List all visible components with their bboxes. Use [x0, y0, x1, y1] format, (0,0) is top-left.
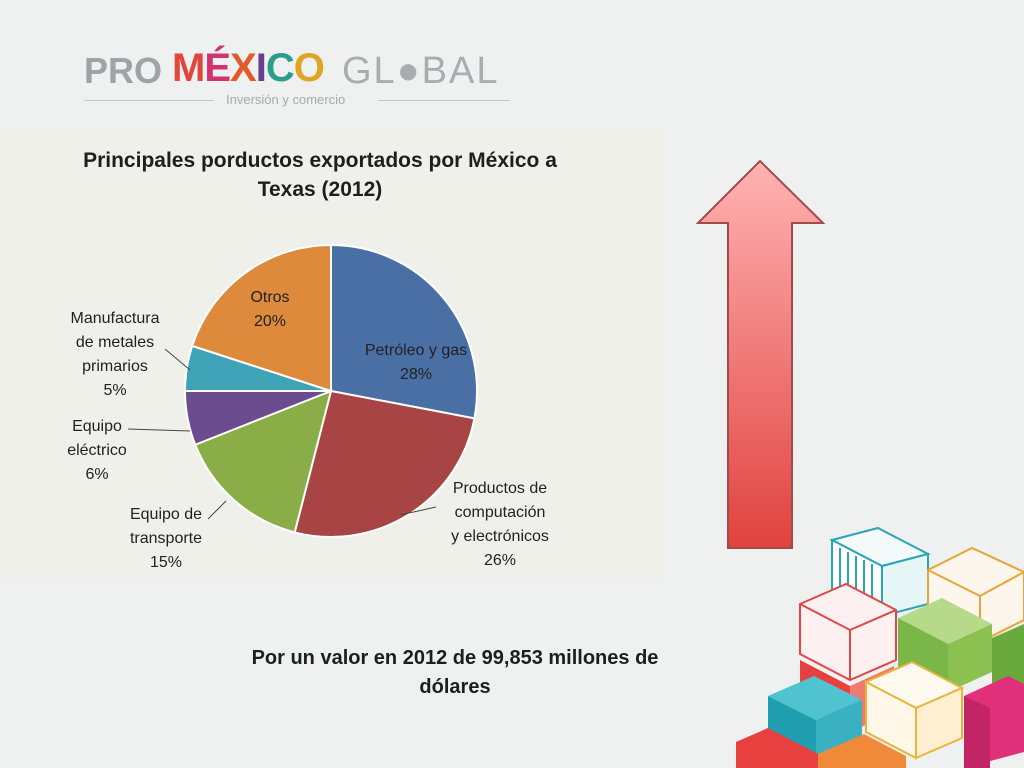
pie-slice-label: Productos de computación y electrónicos 26%: [451, 480, 549, 569]
pie-slice-name-line: Productos de: [453, 480, 547, 497]
pie-slice: [193, 389, 333, 534]
pie-slice: [293, 389, 476, 538]
container-bottom-red: [736, 728, 906, 768]
pie-leader-line: [164, 348, 191, 371]
pie-leader-line: [207, 500, 227, 520]
logo-rule-right: [378, 100, 510, 101]
pie-slice-label: Petróleo y gas 28%: [365, 342, 467, 383]
pie-slice-label: Manufactura de metales primarios 5%: [71, 310, 160, 399]
chart-title-line-2: Texas (2012): [257, 178, 383, 201]
logo-mexico-letter: I: [255, 46, 267, 90]
caption: Por un valor en 2012 de 99,853 millones …: [200, 644, 710, 702]
caption-line-1: Por un valor en 2012 de 99,853 millones …: [251, 647, 659, 669]
chart-title: Principales porductos exportados por Méx…: [40, 146, 600, 204]
logo-mexico-letter: X: [230, 46, 257, 90]
pie-slice-label: Equipo de transporte 15%: [130, 506, 202, 571]
pie-leader-line: [399, 506, 437, 516]
pie-slice-name-line: computación: [455, 504, 546, 521]
chart-title-line-1: Principales porductos exportados por Méx…: [83, 149, 557, 172]
pie-slice-value-label: 20%: [254, 313, 286, 330]
pie-slice: [330, 243, 478, 420]
pie-slice-name-line: Manufactura: [71, 310, 160, 327]
pie-slice-name-line: Equipo de: [130, 506, 202, 523]
pie-slice-label: Otros 20%: [250, 289, 289, 330]
pie-chart: Petróleo y gas 28% Productos de computación…: [67, 243, 549, 571]
pie-slice-value-label: 26%: [484, 552, 516, 569]
shipping-containers-illustration: [736, 526, 1024, 768]
pie-slice: [190, 243, 332, 393]
logo-pro-text: PRO: [84, 50, 163, 91]
pie-slice-name-line: Petróleo y gas: [365, 342, 467, 359]
logo-mexico-letter: É: [204, 46, 231, 90]
container-yellow-outline: [863, 660, 965, 760]
up-arrow-icon: [695, 159, 826, 549]
pie-slice-name-line: Equipo: [72, 418, 122, 435]
logo-mexico-text: MÉXICO: [172, 46, 325, 91]
pie-slice-name-line: transporte: [130, 530, 202, 547]
container-pink: [964, 676, 1024, 768]
caption-line-2: dólares: [419, 676, 491, 698]
pie-leader-line: [127, 428, 191, 432]
promexico-logo: PRO MÉXICO GL●BAL Inversión y comercio: [80, 38, 520, 118]
pie-slice-name-line: eléctrico: [67, 442, 127, 459]
logo-global-text: GL●BAL: [342, 50, 500, 92]
logo-mexico-letter: O: [293, 46, 325, 90]
logo-mexico-letter: C: [265, 46, 295, 90]
pie-slice-label: Equipo eléctrico 6%: [67, 418, 127, 483]
pie-slice-value-label: 5%: [103, 382, 126, 399]
logo-mexico-letter: M: [172, 46, 205, 90]
logo-tagline: Inversión y comercio: [226, 92, 346, 107]
pie-slice-name-line: y electrónicos: [451, 528, 549, 545]
pie-slice-name-line: de metales: [76, 334, 154, 351]
pie-slice-name-line: Otros: [250, 289, 289, 306]
pie-slice-name-line: primarios: [82, 358, 148, 375]
pie-slice-value-label: 15%: [150, 554, 182, 571]
pie-slice-value-label: 6%: [85, 466, 108, 483]
pie-slice-value-label: 28%: [400, 366, 432, 383]
container-red-outline: [799, 582, 897, 682]
logo-rule-left: [84, 100, 214, 101]
